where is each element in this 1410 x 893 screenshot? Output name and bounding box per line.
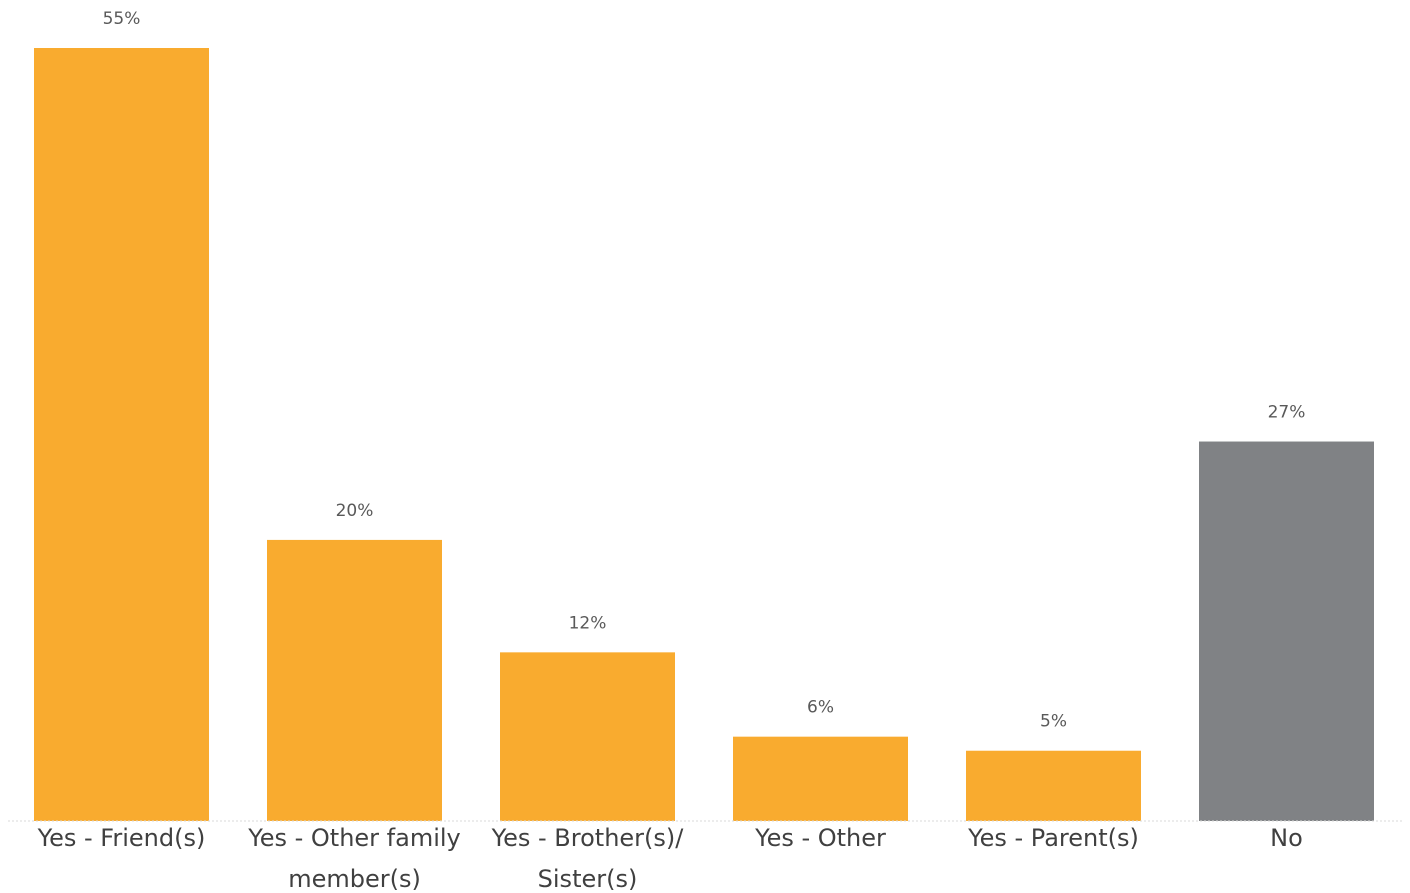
- bar-5: [1199, 441, 1374, 821]
- category-labels-group: Yes - Friend(s) Yes - Other family member(…: [37, 824, 1303, 893]
- bar-0: [34, 48, 209, 821]
- category-label-5: No: [1270, 824, 1303, 852]
- category-label-4-line-0: Yes - Parent(s): [967, 824, 1139, 852]
- category-label-3-line-0: Yes - Other: [754, 824, 886, 852]
- category-label-2-line-1: Sister(s): [538, 865, 638, 893]
- data-label-1: 20%: [336, 501, 374, 521]
- category-label-5-line-0: No: [1270, 824, 1303, 852]
- category-label-1: Yes - Other family member(s): [247, 824, 461, 893]
- bar-3: [733, 736, 908, 821]
- category-label-2: Yes - Brother(s)/ Sister(s): [491, 824, 685, 893]
- data-labels-group: 55% 20% 12% 6% 5% 27%: [103, 9, 1306, 732]
- category-label-4: Yes - Parent(s): [967, 824, 1139, 852]
- bar-4: [966, 750, 1141, 821]
- category-label-3: Yes - Other: [754, 824, 886, 852]
- bar-2: [500, 652, 675, 821]
- category-label-0-line-0: Yes - Friend(s): [37, 824, 206, 852]
- category-label-1-line-0: Yes - Other family: [247, 824, 461, 852]
- bar-1: [267, 539, 442, 821]
- bars-group: [34, 48, 1374, 821]
- category-label-1-line-1: member(s): [288, 865, 421, 893]
- data-label-2: 12%: [569, 613, 607, 633]
- category-label-0: Yes - Friend(s): [37, 824, 206, 852]
- data-label-5: 27%: [1268, 403, 1306, 423]
- category-label-2-line-0: Yes - Brother(s)/: [491, 824, 685, 852]
- data-label-4: 5%: [1040, 712, 1067, 732]
- data-label-0: 55%: [103, 9, 141, 29]
- data-label-3: 6%: [807, 698, 834, 718]
